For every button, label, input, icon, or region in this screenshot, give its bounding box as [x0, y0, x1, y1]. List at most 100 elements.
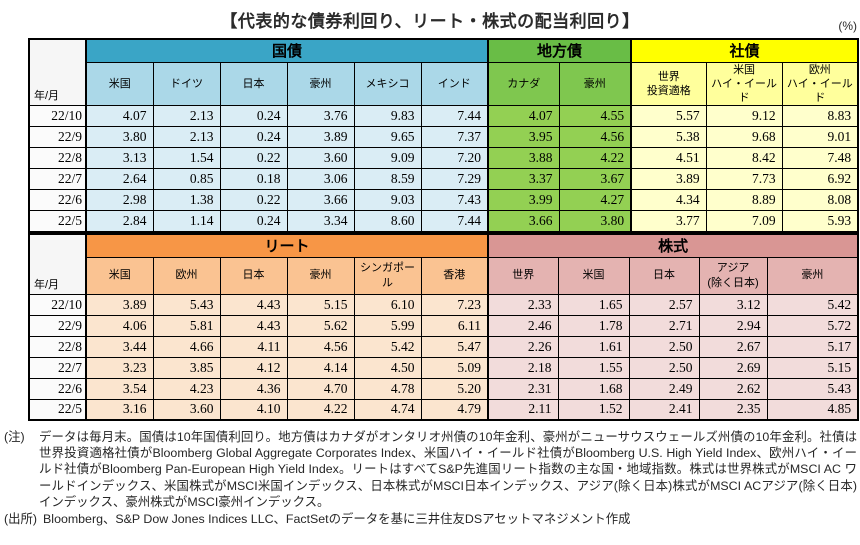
data-cell: 5.72	[766, 314, 859, 337]
data-cell: 0.24	[219, 210, 288, 233]
data-cell: 4.78	[353, 377, 422, 400]
page-title: 【代表的な債券利回り、リート・株式の配当利回り】	[220, 12, 640, 31]
column-header: メキシコ	[353, 61, 422, 107]
data-cell: 2.18	[487, 356, 559, 379]
data-cell: 3.99	[487, 189, 560, 212]
data-cell: 3.60	[152, 398, 221, 421]
data-cell: 2.33	[487, 293, 559, 316]
data-cell: 2.49	[628, 377, 700, 400]
data-cell: 5.57	[630, 105, 707, 128]
data-cell: 5.15	[766, 356, 859, 379]
table-row: 22/5 3.16 3.60 4.10 4.22 4.74 4.79 2.11 1.52 2.41…	[28, 398, 859, 421]
row-label: 22/5	[28, 210, 87, 233]
data-cell: 0.22	[219, 147, 288, 170]
data-cell: 2.50	[628, 356, 700, 379]
year-month-header: 年/月	[28, 233, 87, 295]
data-cell: 4.11	[219, 335, 288, 358]
footnotes: (注) データは毎月末。国債は10年国債利回り。地方債はカナダがオンタリオ州債の…	[4, 429, 857, 527]
column-header: 香港	[420, 256, 489, 295]
group-header: リート	[84, 233, 489, 258]
data-cell: 3.12	[698, 293, 768, 316]
row-label: 22/8	[28, 147, 87, 170]
year-month-header: 年/月	[28, 38, 87, 107]
note-prefix: (注)	[4, 430, 25, 444]
data-cell: 5.42	[766, 293, 859, 316]
data-cell: 4.74	[353, 398, 422, 421]
column-header: 日本	[219, 61, 288, 107]
data-cell: 7.23	[420, 293, 489, 316]
source-text: Bloomberg、S&P Dow Jones Indices LLC、Fact…	[43, 512, 631, 527]
data-cell: 5.38	[630, 126, 707, 149]
data-cell: 4.50	[353, 356, 422, 379]
data-cell: 9.65	[353, 126, 422, 149]
data-cell: 3.23	[85, 356, 154, 379]
data-cell: 1.65	[557, 293, 630, 316]
data-cell: 6.10	[353, 293, 422, 316]
data-cell: 4.07	[487, 105, 560, 128]
data-cell: 2.69	[698, 356, 768, 379]
data-cell: 8.60	[353, 210, 422, 233]
table-row: 22/5 2.84 1.14 0.24 3.34 8.60 7.44 3.66 3.80 3.77…	[28, 210, 859, 233]
row-label: 22/9	[28, 314, 87, 337]
data-cell: 3.66	[487, 210, 560, 233]
data-cell: 3.54	[85, 377, 154, 400]
source-prefix: (出所)	[4, 512, 38, 527]
data-cell: 3.95	[487, 126, 560, 149]
data-cell: 5.20	[420, 377, 489, 400]
data-cell: 5.81	[152, 314, 221, 337]
data-cell: 0.24	[219, 126, 288, 149]
data-cell: 4.10	[219, 398, 288, 421]
row-label: 22/9	[28, 126, 87, 149]
data-cell: 2.41	[628, 398, 700, 421]
data-cell: 4.14	[286, 356, 355, 379]
column-header: シンガポール	[353, 256, 422, 295]
data-cell: 3.16	[85, 398, 154, 421]
data-cell: 2.64	[85, 168, 154, 191]
data-cell: 7.44	[420, 105, 489, 128]
data-cell: 5.62	[286, 314, 355, 337]
data-cell: 4.12	[219, 356, 288, 379]
data-cell: 1.38	[152, 189, 221, 212]
data-cell: 3.80	[85, 126, 154, 149]
data-cell: 0.85	[152, 168, 221, 191]
data-cell: 4.43	[219, 293, 288, 316]
source-line: (出所) Bloomberg、S&P Dow Jones Indices LLC…	[4, 511, 857, 527]
data-cell: 2.46	[487, 314, 559, 337]
data-cell: 8.83	[781, 105, 859, 128]
note-line: (注) データは毎月末。国債は10年国債利回り。地方債はカナダがオンタリオ州債の…	[4, 429, 857, 510]
percent-unit-label: (%)	[838, 19, 857, 33]
row-label: 22/8	[28, 335, 87, 358]
table-row: 22/7 3.23 3.85 4.12 4.14 4.50 5.09 2.18 1.55 2.50…	[28, 356, 859, 379]
data-cell: 5.99	[353, 314, 422, 337]
row-label: 22/6	[28, 377, 87, 400]
data-cell: 9.12	[705, 105, 783, 128]
column-header: 日本	[628, 256, 700, 295]
data-cell: 3.37	[487, 168, 560, 191]
data-cell: 2.35	[698, 398, 768, 421]
table-row: 22/8 3.44 4.66 4.11 4.56 5.42 5.47 2.26 1.61 2.50…	[28, 335, 859, 358]
row-label: 22/5	[28, 398, 87, 421]
data-cell: 1.52	[557, 398, 630, 421]
data-cell: 3.88	[487, 147, 560, 170]
table-row: 22/9 4.06 5.81 4.43 5.62 5.99 6.11 2.46 1.78 2.71…	[28, 314, 859, 337]
column-header: 豪州	[766, 256, 859, 295]
data-cell: 5.17	[766, 335, 859, 358]
data-cell: 4.36	[219, 377, 288, 400]
column-header: 豪州	[558, 61, 632, 107]
data-cell: 1.55	[557, 356, 630, 379]
column-header: インド	[420, 61, 489, 107]
column-header: 米国	[557, 256, 630, 295]
data-cell: 5.42	[353, 335, 422, 358]
data-cell: 4.43	[219, 314, 288, 337]
data-cell: 8.89	[705, 189, 783, 212]
table-row: 22/7 2.64 0.85 0.18 3.06 8.59 7.29 3.37 3.67 3.89…	[28, 168, 859, 191]
data-cell: 7.48	[781, 147, 859, 170]
column-header: 世界 投資適格	[630, 61, 707, 107]
bond-yield-table: 年/月 国債 地方債 社債 米国 ドイツ 日本 豪州 メキシコ インド カナダ 豪州 世界 投資適格 米国…	[28, 38, 860, 233]
table-row: 22/6 2.98 1.38 0.22 3.66 9.03 7.43 3.99 4.27 4.34…	[28, 189, 859, 212]
data-cell: 4.55	[558, 105, 632, 128]
data-cell: 3.60	[286, 147, 355, 170]
note-text: データは毎月末。国債は10年国債利回り。地方債はカナダがオンタリオ州債の10年金…	[39, 430, 857, 509]
data-cell: 9.68	[705, 126, 783, 149]
data-cell: 1.54	[152, 147, 221, 170]
